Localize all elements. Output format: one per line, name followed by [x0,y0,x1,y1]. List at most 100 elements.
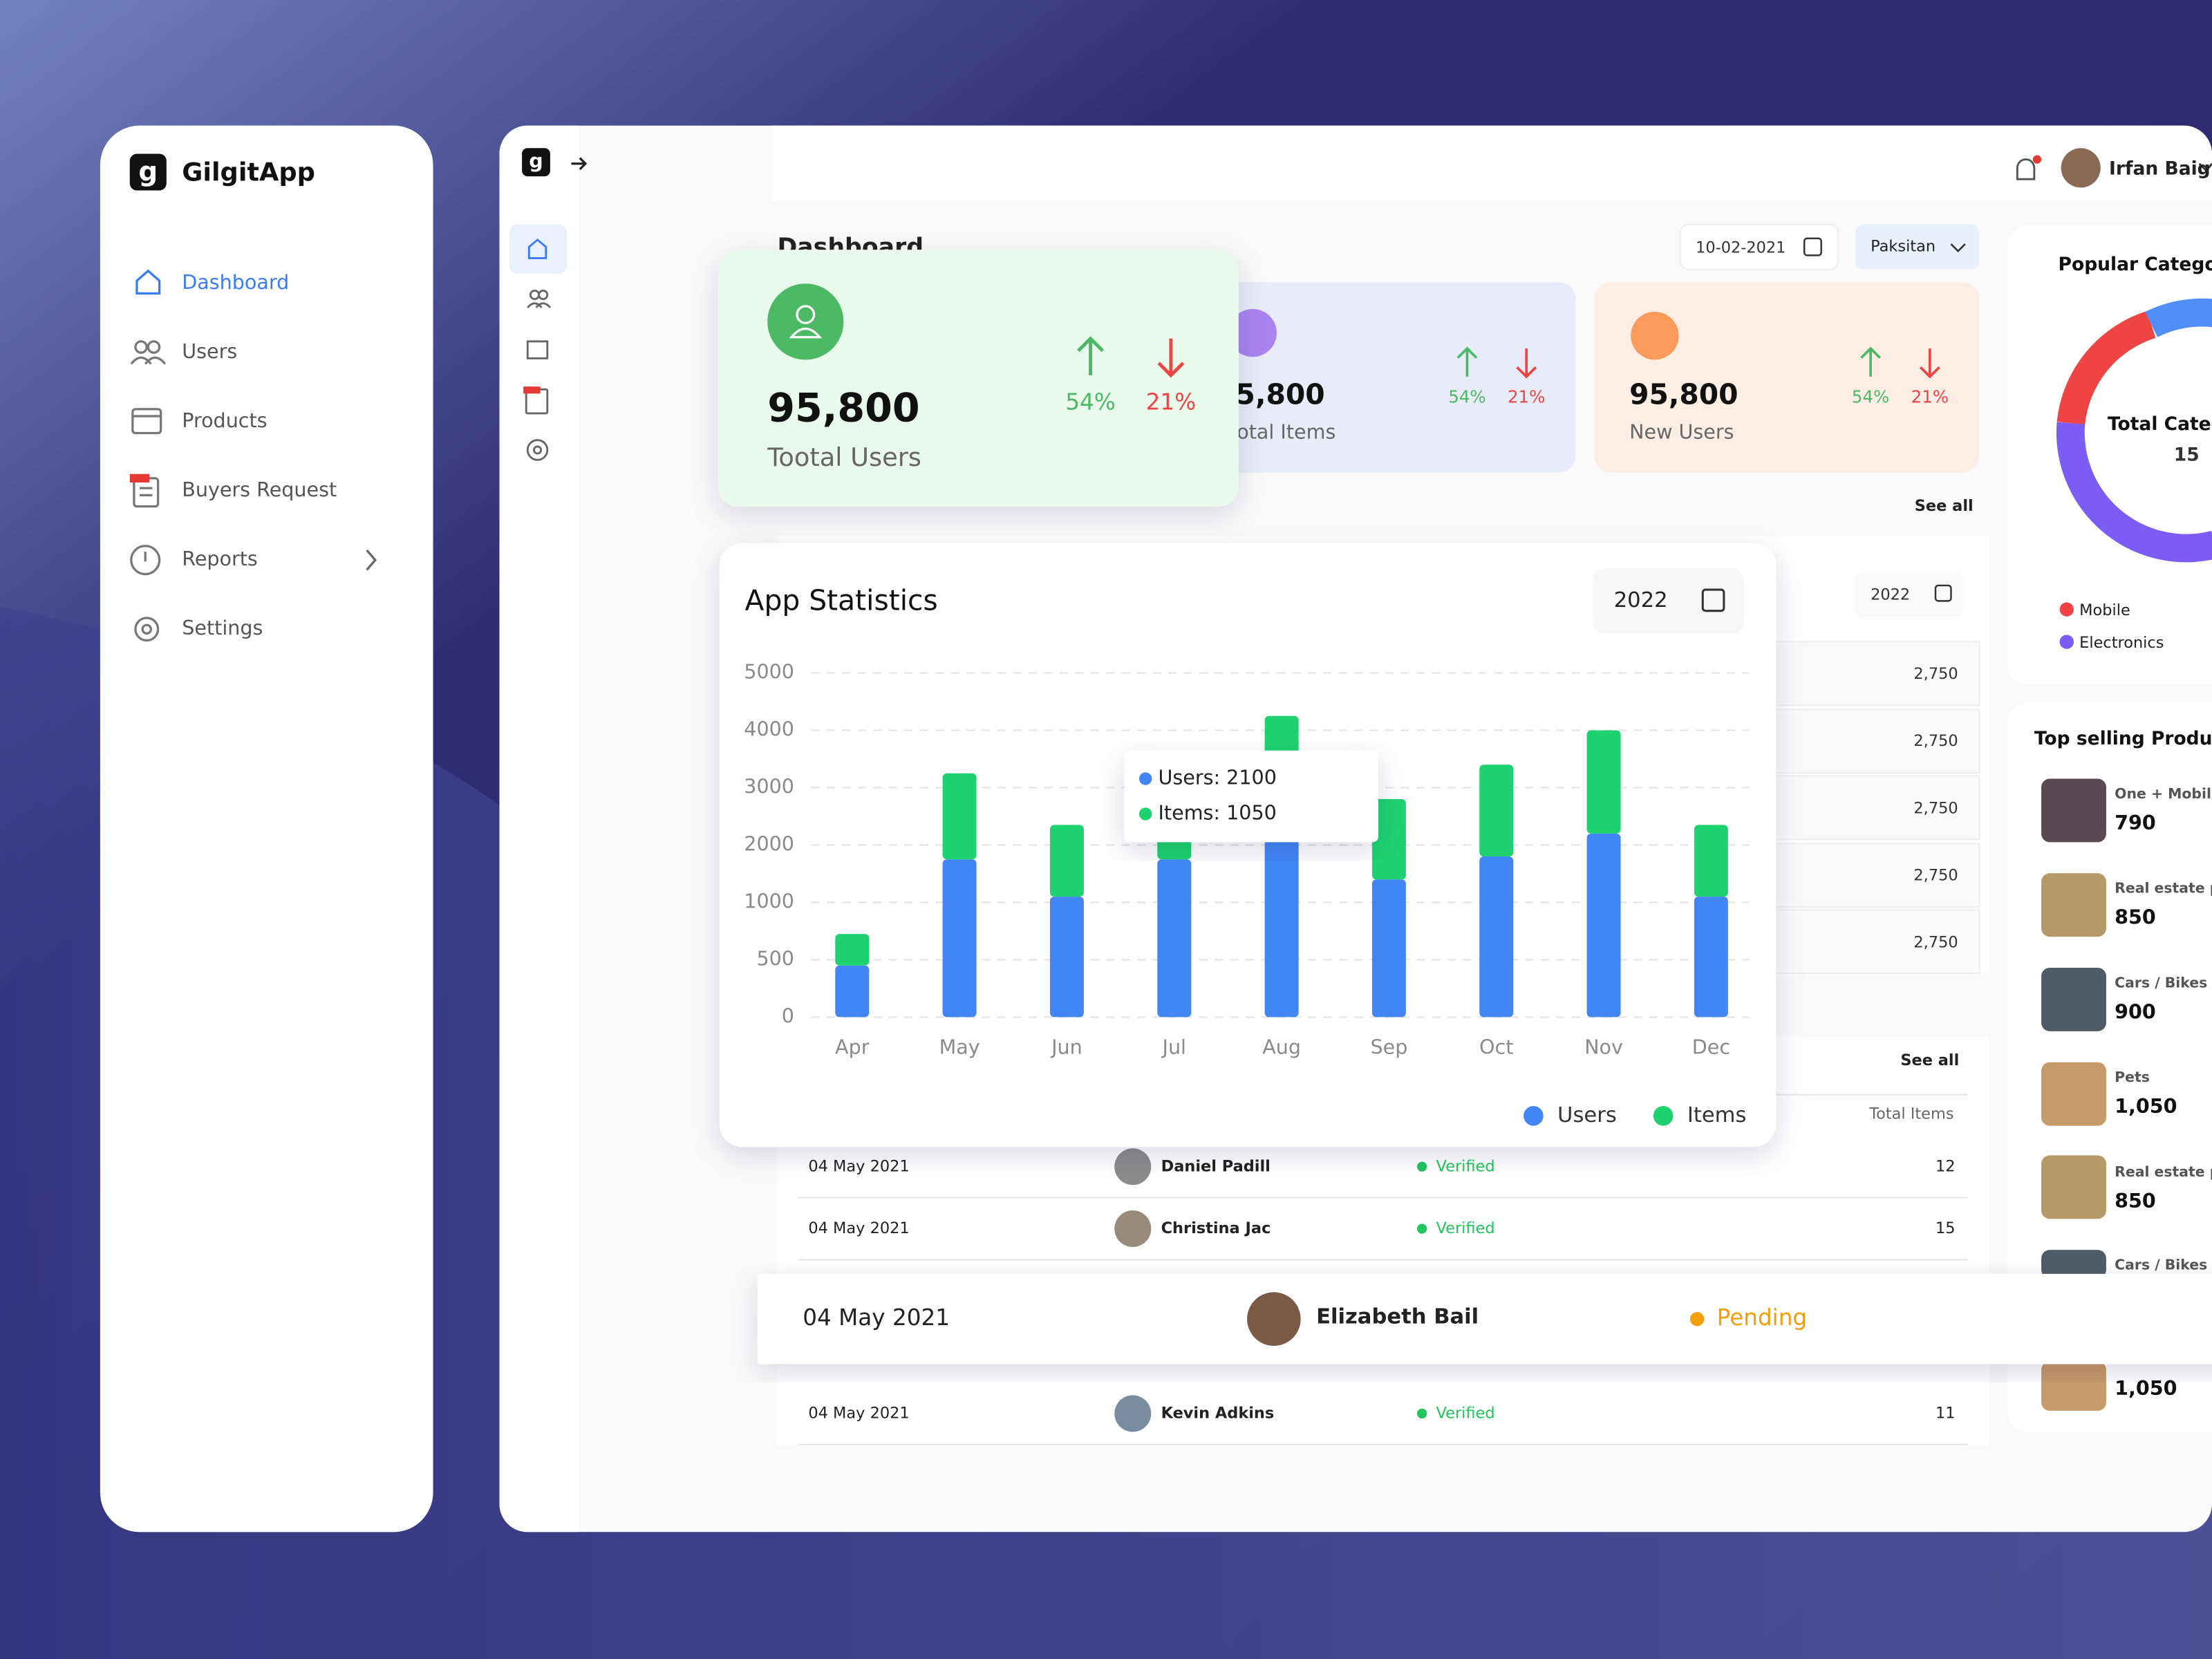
status-dot [1417,1224,1427,1234]
logo [129,153,167,191]
bar-segment [942,859,977,1018]
x-tick-label: Dec [1692,1035,1730,1058]
down-arrow [1157,338,1185,378]
stat-up: 54% [1852,387,1889,407]
order-items: 11 [1936,1404,1956,1422]
x-tick-label: Aug [1262,1035,1301,1058]
product-name: One + Mobile [2115,785,2212,802]
bar-segment [1479,765,1514,857]
rail-logo [522,148,550,177]
user-name: Irfan Baig [2109,158,2211,179]
product-value: 850 [2115,906,2156,929]
product-value: 1,050 [2115,1376,2177,1400]
status-dot [1417,1161,1427,1172]
see-all[interactable]: See all [1900,1051,1959,1069]
nav-item[interactable]: Settings [182,616,263,639]
summary-value: 2,750 [1913,799,1958,817]
new-badge [129,474,150,482]
order-items: 15 [1936,1219,1956,1237]
order-status: Verified [1436,1404,1495,1422]
order-status: Verified [1436,1219,1495,1237]
donut [2056,298,2212,563]
customer-name: Elizabeth Bail [1316,1305,1479,1329]
bell[interactable] [2016,158,2036,180]
y-tick-label: 0 [782,1004,794,1027]
rail-logo-letter: g [529,149,543,173]
date-input[interactable] [1679,223,1839,270]
product-value: 900 [2115,1000,2156,1023]
avatar [1114,1210,1152,1248]
avatar [1114,1395,1152,1432]
legend-dot [2059,635,2074,649]
logo-letter: g [138,157,158,188]
see-all[interactable]: See all [1915,497,1974,515]
country-value: Paksitan [1871,238,1936,256]
tooltip-text: Users: 2100 [1159,766,1277,789]
user-menu-caret[interactable] [2198,162,2212,173]
nav-item[interactable]: Dashboard [182,270,289,294]
x-tick-label: May [939,1035,980,1058]
legend-label: Users [1557,1103,1617,1127]
avatar [1247,1292,1301,1346]
stat-up: 54% [1448,387,1485,407]
bar-segment [1479,856,1514,1018]
tooltip-dot [1138,807,1152,821]
nav-item[interactable]: Reports [182,547,258,570]
bar-segment [1586,730,1621,834]
nav-item[interactable]: Products [182,409,267,432]
year-select[interactable] [1593,568,1744,634]
bar-segment [835,965,870,1018]
bar-segment [942,773,977,860]
calendar-icon [1934,584,1952,602]
customer-name: Daniel Padill [1161,1157,1271,1175]
sidebar [100,125,433,1533]
status-dot [1417,1408,1427,1419]
stat-label: Tootal Users [767,442,921,472]
tooltip [1124,750,1378,843]
up-arrow [1077,336,1104,375]
bar-segment [1694,825,1728,897]
nav-item[interactable]: Users [182,339,237,363]
calendar-icon [1803,237,1822,256]
brand: GilgitApp [182,158,315,187]
stat-down: 21% [1146,389,1197,415]
rail-active[interactable] [509,224,568,274]
x-tick-label: Jul [1161,1035,1186,1058]
stat-label: New Users [1629,420,1734,444]
highlighted-row[interactable] [757,1273,2212,1365]
tooltip-dot [1138,772,1152,785]
column-header: Total Items [1868,1105,1953,1123]
legend-dot [1653,1106,1674,1126]
summary-year-select[interactable] [1853,572,1964,617]
rail-icons [525,238,552,461]
country-select[interactable] [1855,224,1980,270]
bar-segment [1371,799,1406,880]
status-dot [1689,1311,1705,1327]
product-value: 850 [2115,1189,2156,1212]
order-date: 04 May 2021 [808,1404,909,1422]
legend-label: Mobile [2079,601,2130,619]
y-tick-label: 3000 [744,774,794,798]
order-status: Pending [1717,1304,1807,1331]
user-glyph [789,327,823,339]
bar-segment [1049,897,1084,1018]
avatar [1114,1148,1152,1185]
product-name: Real estate p [2115,1163,2212,1180]
icon-rail [499,125,579,1533]
user-avatar[interactable] [2061,148,2101,188]
product-thumbnails [2041,778,2106,1411]
nav-item[interactable]: Buyers Request [182,478,337,501]
order-status: Verified [1436,1157,1495,1175]
header-bar [771,125,2212,202]
bar-segment [1586,833,1621,1018]
expand-arrow[interactable] [571,157,588,171]
stat-down: 21% [1911,387,1949,407]
x-tick-label: Sep [1370,1035,1407,1058]
y-tick-label: 500 [756,946,794,970]
product-name: Real estate p [2115,880,2212,897]
bar-segment [1264,839,1299,1018]
stat-down: 21% [1508,387,1545,407]
product-value: 1,050 [2115,1094,2177,1118]
y-tick-label: 4000 [744,717,794,740]
